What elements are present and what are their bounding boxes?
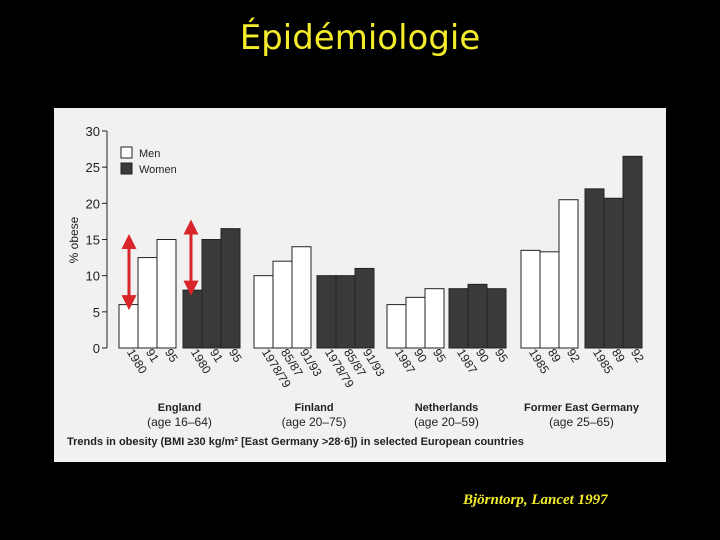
bar-finland-women <box>335 275 356 349</box>
y-tick-label: 30 <box>86 124 100 139</box>
slide-title: Épidémiologie <box>239 18 481 58</box>
bar-former-east-germany-women <box>584 188 605 349</box>
bar-former-east-germany-men <box>520 249 541 349</box>
group-country-label: Former East Germany <box>524 402 640 414</box>
citation: Björntorp, Lancet 1997 <box>463 492 608 508</box>
bar-netherlands-women <box>448 288 469 349</box>
bar-netherlands-men <box>405 296 426 349</box>
y-tick-label: 20 <box>86 196 100 211</box>
legend-label-women: Women <box>139 164 177 176</box>
figure-panel: 0 5 10 15 20 25 30% obese Men Women 1980 91 95 1980 9… <box>54 108 666 462</box>
bar-netherlands-women <box>486 288 507 349</box>
y-tick-label: 25 <box>86 160 100 175</box>
x-tick-label: 95 <box>430 346 449 365</box>
bar-england-men <box>137 257 158 349</box>
x-tick-label: 92 <box>564 346 583 365</box>
group-country-label: Finland <box>294 402 333 414</box>
x-tick-label: 95 <box>492 346 511 365</box>
bar-finland-women <box>316 275 337 349</box>
group-country-label: England <box>158 402 201 414</box>
bar-england-men <box>156 239 177 349</box>
group-age-label: (age 25–65) <box>549 415 614 429</box>
group-age-label: (age 16–64) <box>147 415 212 429</box>
group-age-label: (age 20–59) <box>414 415 479 429</box>
bar-former-east-germany-men <box>558 199 579 349</box>
y-tick-label: 0 <box>93 341 100 356</box>
y-tick-label: 5 <box>93 305 100 320</box>
bar-former-east-germany-women <box>622 155 643 349</box>
bar-finland-men <box>253 275 274 349</box>
y-tick-label: 15 <box>86 233 100 248</box>
x-tick-label: 95 <box>162 346 181 365</box>
legend-label-men: Men <box>139 148 160 160</box>
bar-former-east-germany-women <box>603 197 624 349</box>
y-tick-label: 10 <box>86 269 100 284</box>
legend-swatch-men <box>120 146 133 159</box>
bar-england-women <box>201 239 222 349</box>
bar-netherlands-men <box>424 288 445 349</box>
x-tick-label: 92 <box>628 346 647 365</box>
bar-finland-women <box>354 267 375 349</box>
bar-netherlands-men <box>386 304 407 349</box>
bar-former-east-germany-men <box>539 251 560 349</box>
bar-england-women <box>182 289 203 349</box>
y-axis-label: % obese <box>67 216 81 263</box>
bar-england-women <box>220 228 241 349</box>
bar-netherlands-women <box>467 283 488 349</box>
legend-swatch-women <box>120 162 133 175</box>
group-country-label: Netherlands <box>415 402 479 414</box>
bar-finland-men <box>291 246 312 349</box>
chart-caption: Trends in obesity (BMI ≥30 kg/m² [East G… <box>67 436 524 448</box>
x-tick-label: 95 <box>226 346 245 365</box>
bar-england-men <box>118 304 139 349</box>
group-age-label: (age 20–75) <box>282 415 347 429</box>
bar-finland-men <box>272 260 293 349</box>
